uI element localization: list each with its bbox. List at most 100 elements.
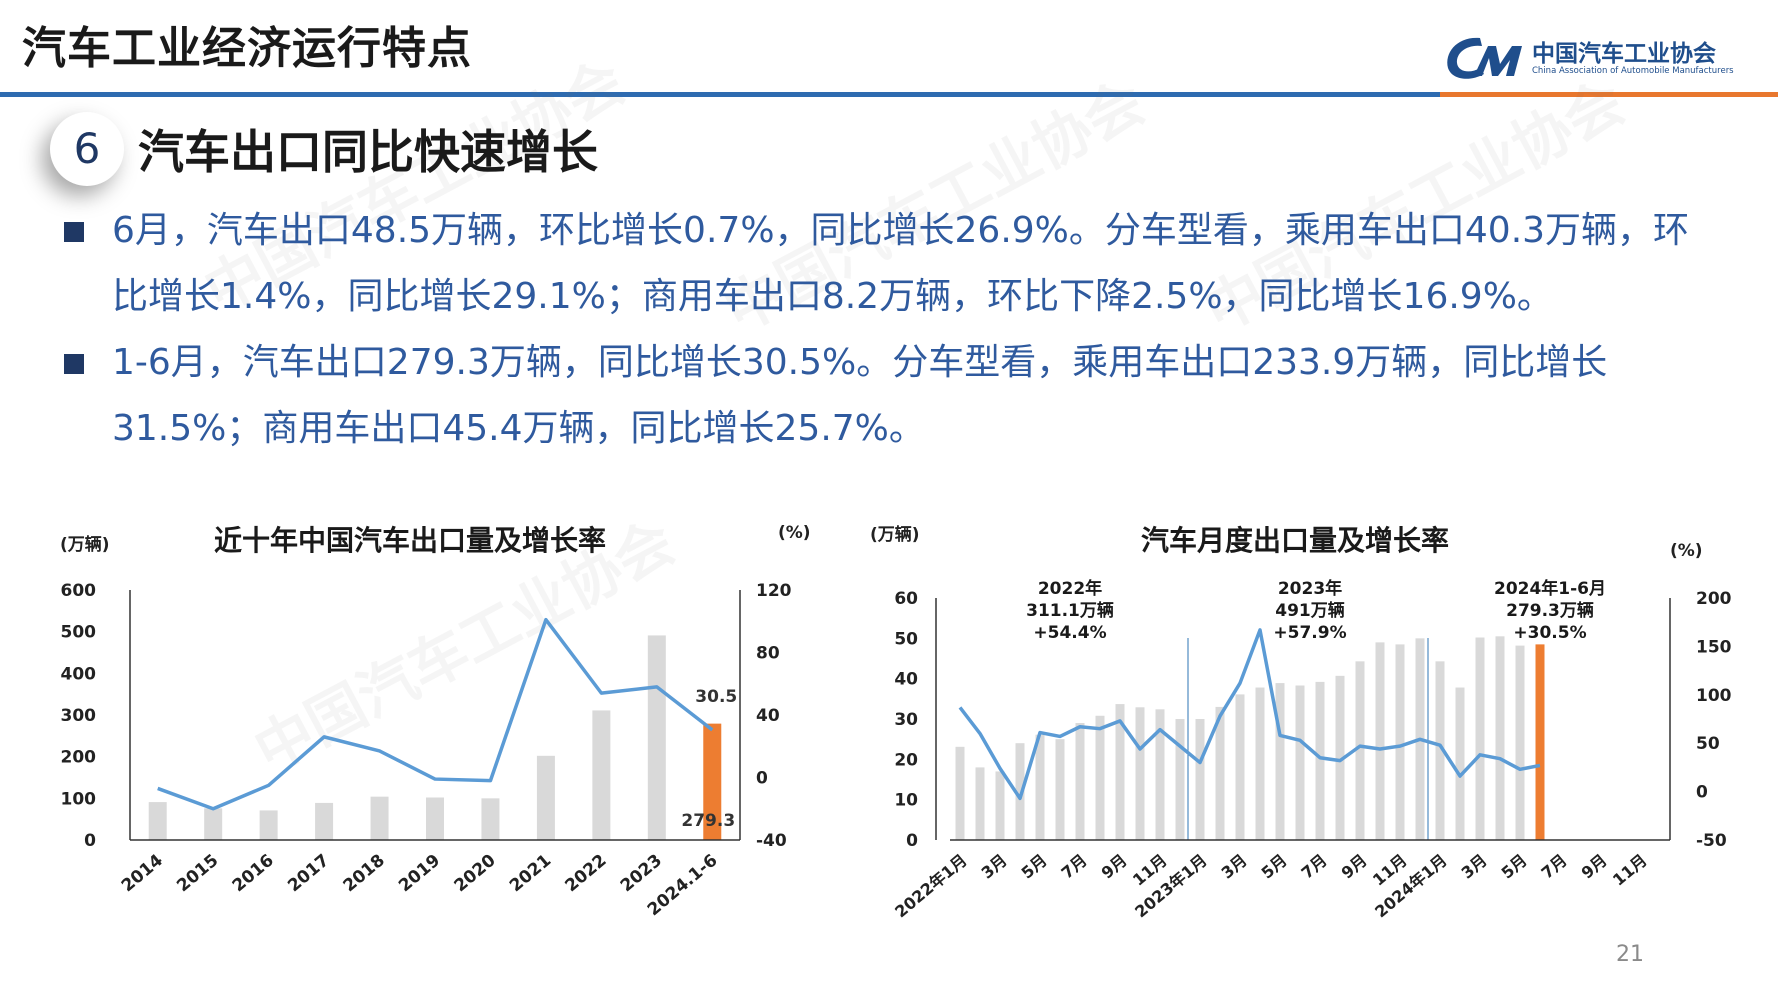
y2-tick-label: 200 <box>1696 589 1732 609</box>
x-tick-label: 2022 <box>561 851 610 897</box>
bullet-2-line-2: 31.5%；商用车出口45.4万辆，同比增长25.7%。 <box>112 408 925 449</box>
bar <box>1275 683 1285 840</box>
bar <box>1375 642 1385 840</box>
bar <box>1455 687 1465 840</box>
x-tick-label: 3月 <box>1218 851 1251 883</box>
x-tick-label: 2018 <box>340 851 389 897</box>
bar <box>703 723 722 840</box>
y-tick-label: 0 <box>906 831 918 851</box>
page-title: 汽车工业经济运行特点 <box>22 23 472 74</box>
bar <box>426 797 444 840</box>
bar <box>148 802 167 840</box>
bar <box>647 635 666 840</box>
period-year: 2022年 <box>1038 578 1102 599</box>
y-tick-label: 50 <box>894 629 918 649</box>
x-tick-label: 9月 <box>1338 851 1371 883</box>
bar <box>259 810 278 840</box>
y2-tick-label: 80 <box>756 644 780 664</box>
y2-tick-label: 0 <box>1696 783 1708 803</box>
org-name-en: China Association of Automobile Manufact… <box>1532 66 1734 76</box>
bar <box>1015 743 1025 840</box>
x-tick-label: 2017 <box>284 851 333 897</box>
y-tick-label: 100 <box>61 789 97 809</box>
bar <box>1235 694 1245 840</box>
bar <box>592 710 611 840</box>
bar <box>1255 687 1265 840</box>
bullet-1-line-1: 6月，汽车出口48.5万辆，环比增长0.7%，同比增长26.9%。分车型看，乘用… <box>112 210 1690 251</box>
bar <box>975 767 985 840</box>
bullet-marker <box>64 222 84 242</box>
bar <box>1395 644 1405 840</box>
growth-line <box>157 617 714 811</box>
bar <box>1175 719 1185 840</box>
y2-tick-label: -40 <box>756 831 787 851</box>
bullet-marker <box>64 354 84 374</box>
bar <box>1515 645 1525 840</box>
y-tick-label: 0 <box>84 831 96 851</box>
bar <box>1435 661 1445 840</box>
period-growth: +57.9% <box>1273 623 1346 643</box>
y-tick-label: 60 <box>894 589 918 609</box>
y2-axis-label: (%) <box>1670 541 1703 561</box>
header-rule-blue <box>0 92 1440 97</box>
y2-tick-label: -50 <box>1696 831 1727 851</box>
page-number: 21 <box>1616 942 1644 967</box>
annual-export-chart: 近十年中国汽车出口量及增长率 (万辆) (%) 0100200300400500… <box>60 523 811 920</box>
bar <box>1295 685 1305 840</box>
y2-tick-label: 40 <box>756 706 780 726</box>
chart-title: 汽车月度出口量及增长率 <box>1141 524 1449 557</box>
x-tick-label: 5月 <box>1498 851 1531 883</box>
x-tick-label: 2014 <box>118 850 167 896</box>
line-last-label: 30.5 <box>695 687 737 707</box>
bar <box>1095 715 1105 840</box>
header-rule-orange <box>1440 92 1778 97</box>
bar <box>1035 734 1045 840</box>
x-tick-label: 2016 <box>229 851 278 897</box>
x-tick-label: 2019 <box>395 851 444 897</box>
org-logo: 中国汽车工业协会 China Association of Automobile… <box>1440 30 1760 84</box>
bar <box>370 796 389 840</box>
y2-tick-label: 120 <box>756 581 792 601</box>
period-year: 2023年 <box>1278 578 1342 599</box>
period-growth: +30.5% <box>1513 623 1586 643</box>
x-tick-label: 9月 <box>1098 851 1131 883</box>
x-tick-label: 5月 <box>1258 851 1291 883</box>
bar <box>1135 707 1145 840</box>
bar <box>995 771 1005 840</box>
period-total: 491万辆 <box>1275 600 1345 621</box>
x-tick-label: 7月 <box>1298 851 1331 883</box>
bar <box>1315 681 1325 840</box>
y2-tick-label: 0 <box>756 769 768 789</box>
y-tick-label: 40 <box>894 670 918 690</box>
bar <box>204 808 223 840</box>
section-number: 6 <box>50 112 124 186</box>
y-tick-label: 600 <box>61 581 97 601</box>
bar <box>481 798 500 840</box>
bar <box>1115 704 1125 840</box>
x-tick-label: 2022年1月 <box>891 851 970 922</box>
period-year: 2024年1-6月 <box>1494 578 1606 599</box>
x-tick-label: 2021 <box>506 851 555 897</box>
bullet-text-1: 6月，汽车出口48.5万辆，环比增长0.7%，同比增长26.9%。分车型看，乘用… <box>112 198 1732 330</box>
bar <box>1195 719 1205 840</box>
y-tick-label: 10 <box>894 791 918 811</box>
bar <box>1215 706 1225 840</box>
bullet-text-2: 1-6月，汽车出口279.3万辆，同比增长30.5%。分车型看，乘用车出口233… <box>112 330 1732 462</box>
bar <box>1155 709 1165 840</box>
y-axis-label: (万辆) <box>60 534 110 555</box>
x-tick-label: 11月 <box>1609 851 1651 890</box>
bar <box>536 755 555 840</box>
chart-title: 近十年中国汽车出口量及增长率 <box>214 524 606 557</box>
org-name: 中国汽车工业协会 <box>1532 41 1716 67</box>
y2-axis-label: (%) <box>778 523 811 543</box>
period-total: 279.3万辆 <box>1506 600 1594 621</box>
bar <box>1355 661 1365 840</box>
bar <box>315 802 334 840</box>
y-tick-label: 300 <box>61 706 97 726</box>
y-tick-label: 200 <box>61 748 97 768</box>
bar <box>955 746 965 840</box>
bar <box>1475 637 1485 840</box>
growth-line <box>958 628 1541 801</box>
bullet-1-line-2: 比增长1.4%，同比增长29.1%；商用车出口8.2万辆，环比下降2.5%，同比… <box>112 276 1553 317</box>
y-tick-label: 20 <box>894 750 918 770</box>
